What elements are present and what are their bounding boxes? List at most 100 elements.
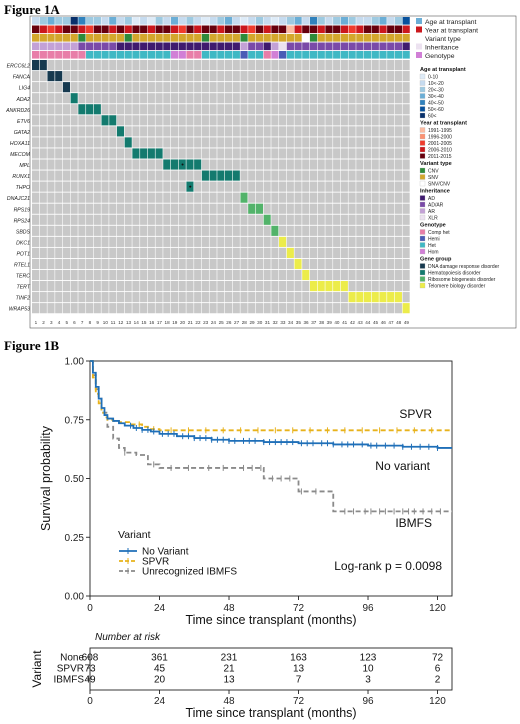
gene-cell bbox=[78, 292, 86, 303]
gene-cell bbox=[217, 303, 225, 314]
annotation-cell bbox=[163, 51, 171, 59]
annotation-cell bbox=[132, 51, 140, 59]
annotation-cell bbox=[309, 34, 318, 42]
gene-cell bbox=[47, 236, 55, 247]
legend-swatch bbox=[419, 86, 426, 93]
annotation-cell bbox=[186, 25, 194, 34]
gene-cell bbox=[132, 269, 140, 281]
legend-swatch bbox=[419, 282, 426, 289]
gene-cell bbox=[116, 148, 125, 159]
gene-cell bbox=[70, 60, 78, 71]
gene-cell bbox=[387, 247, 395, 258]
gene-cell bbox=[379, 137, 387, 148]
gene-cell bbox=[140, 203, 148, 214]
gene-cell bbox=[333, 93, 341, 104]
gene-cell bbox=[394, 181, 402, 192]
gene-cell bbox=[394, 292, 402, 303]
gene-cell bbox=[263, 159, 271, 170]
gene-cell bbox=[62, 115, 70, 126]
annotation-cell bbox=[356, 25, 364, 34]
gene-cell bbox=[147, 170, 155, 181]
gene-cell bbox=[170, 192, 179, 203]
gene-cell bbox=[201, 159, 209, 170]
annotation-cell bbox=[178, 25, 186, 34]
gene-cell bbox=[178, 258, 186, 270]
gene-cell bbox=[47, 82, 55, 93]
legend-swatch bbox=[419, 242, 426, 248]
gene-cell bbox=[356, 104, 364, 115]
y-axis-label: Survival probability bbox=[39, 425, 53, 531]
gene-cell bbox=[255, 258, 263, 270]
gene-cell bbox=[255, 115, 263, 126]
gene-cell bbox=[32, 236, 40, 247]
gene-cell bbox=[217, 225, 225, 236]
annotation-cell bbox=[109, 34, 117, 42]
gene-cell bbox=[225, 247, 233, 258]
gene-cell bbox=[147, 82, 155, 93]
annotation-cell bbox=[348, 17, 356, 25]
gene-cell bbox=[209, 269, 217, 281]
gene-cell bbox=[140, 214, 148, 225]
gene-cell bbox=[363, 71, 372, 82]
gene-cell bbox=[70, 115, 78, 126]
annotation-cell bbox=[379, 42, 387, 51]
gene-cell bbox=[248, 104, 256, 115]
track-key-swatch bbox=[416, 18, 422, 24]
gene-cell bbox=[170, 82, 179, 93]
annotation-cell bbox=[124, 42, 132, 51]
risk-row-label: None bbox=[60, 653, 84, 664]
gene-cell bbox=[116, 82, 125, 93]
gene-cell bbox=[140, 192, 148, 203]
gene-cell bbox=[178, 214, 186, 225]
gene-cell bbox=[240, 192, 248, 203]
gene-cell bbox=[317, 258, 325, 270]
gene-cell bbox=[294, 292, 302, 303]
column-number: 23 bbox=[203, 320, 209, 325]
gene-cell bbox=[255, 203, 263, 214]
gene-cell bbox=[286, 148, 294, 159]
gene-cell bbox=[132, 258, 140, 270]
gene-cell bbox=[271, 71, 279, 82]
panel-1a-border bbox=[29, 15, 517, 329]
gene-cell bbox=[271, 148, 279, 159]
gene-cell bbox=[279, 115, 287, 126]
gene-cell bbox=[93, 148, 101, 159]
gene-cell bbox=[387, 192, 395, 203]
gene-cell bbox=[109, 104, 117, 115]
gene-cell bbox=[232, 236, 240, 247]
column-number: 13 bbox=[126, 320, 132, 325]
annotation-cell bbox=[356, 17, 364, 25]
column-number: 49 bbox=[404, 320, 410, 325]
gene-cell bbox=[240, 82, 248, 93]
gene-cell bbox=[163, 115, 171, 126]
gene-cell bbox=[155, 203, 163, 214]
gene-cell bbox=[263, 236, 271, 247]
gene-cell bbox=[55, 159, 63, 170]
gene-cell bbox=[217, 214, 225, 225]
gene-cell bbox=[340, 269, 348, 281]
gene-cell bbox=[302, 303, 310, 314]
y-tick-label: 0.75 bbox=[65, 415, 85, 426]
gene-cell bbox=[286, 115, 294, 126]
risk-value: 3 bbox=[365, 675, 371, 686]
gene-cell bbox=[201, 303, 209, 314]
gene-cell bbox=[194, 170, 202, 181]
gene-cell bbox=[101, 292, 109, 303]
track-label: Age at transplant bbox=[425, 19, 476, 26]
gene-cell bbox=[302, 93, 310, 104]
annotation-cell bbox=[62, 34, 71, 42]
annotation-cell bbox=[271, 51, 279, 59]
legend-swatch bbox=[419, 146, 426, 153]
gene-cell bbox=[109, 170, 117, 181]
gene-cell bbox=[363, 269, 372, 281]
gene-cell bbox=[32, 203, 40, 214]
gene-cell bbox=[333, 281, 341, 292]
annotation-cell bbox=[101, 42, 109, 51]
annotation-cell bbox=[387, 17, 395, 25]
gene-cell bbox=[163, 93, 171, 104]
annotation-cell bbox=[163, 25, 171, 34]
gene-cell bbox=[379, 269, 387, 281]
gene-cell bbox=[140, 82, 148, 93]
gene-cell bbox=[340, 203, 348, 214]
gene-cell bbox=[271, 258, 279, 270]
